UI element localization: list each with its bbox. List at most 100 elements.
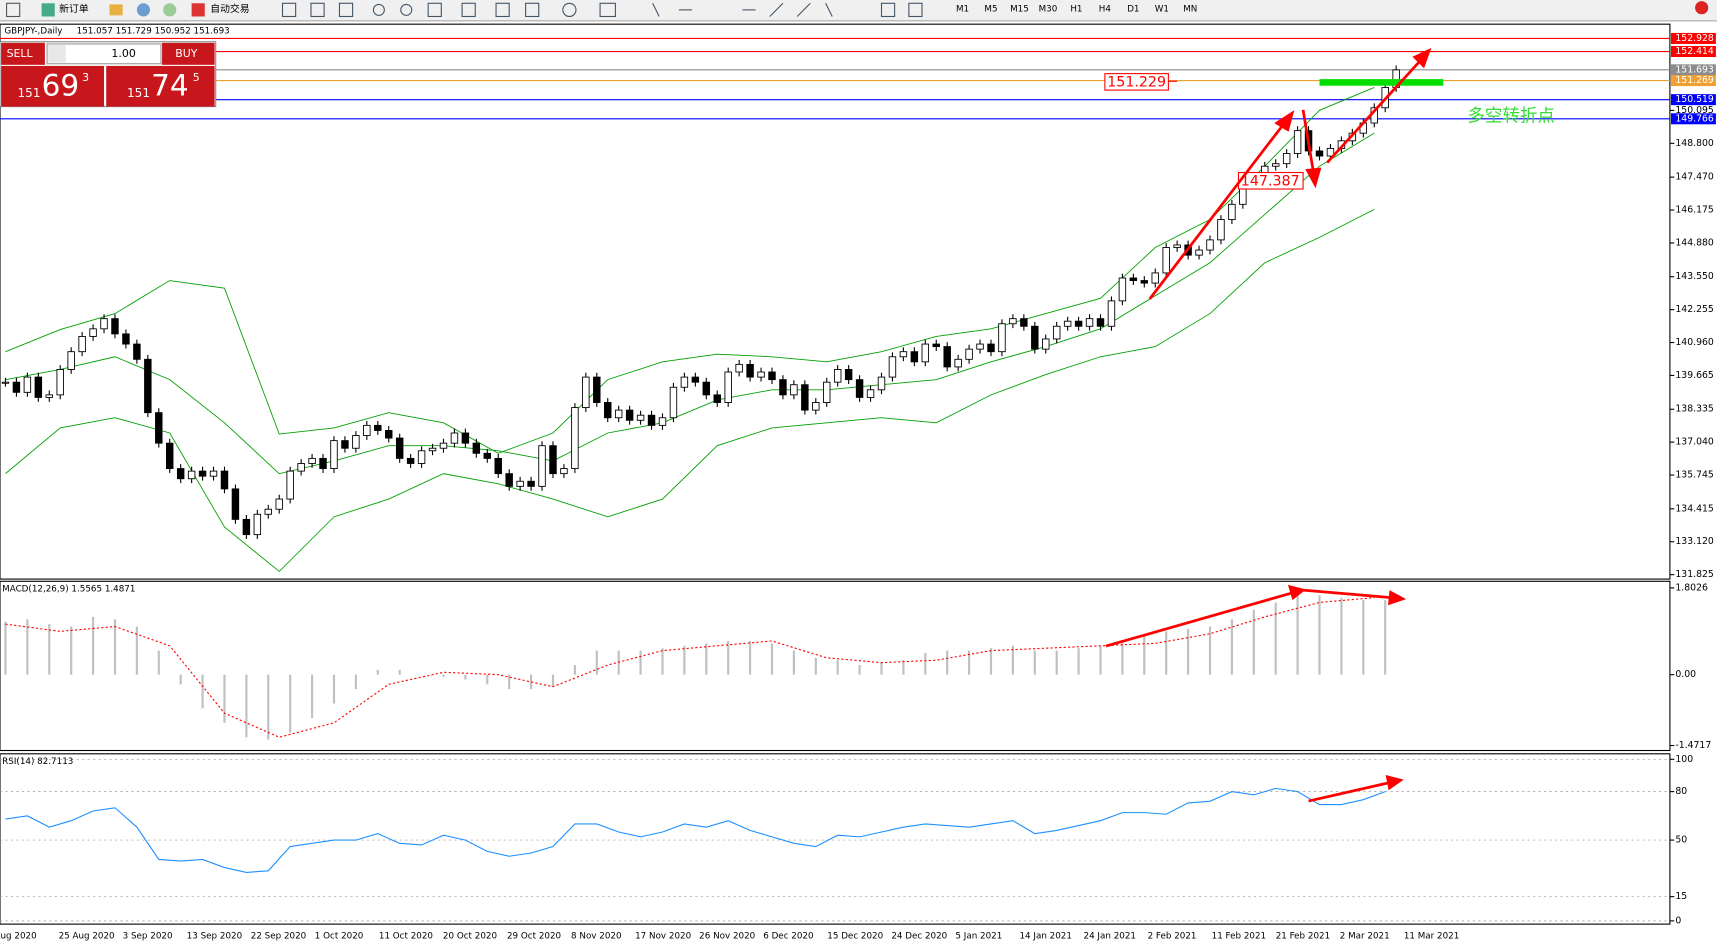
candle <box>67 351 75 370</box>
icon[interactable] <box>136 3 151 17</box>
auto-trading-button[interactable]: 自动交易 <box>210 2 249 15</box>
candle <box>417 450 426 464</box>
timeframe-button[interactable]: MN <box>1183 4 1197 14</box>
candle <box>954 358 962 368</box>
icon[interactable] <box>908 2 923 18</box>
y-tick-label: 150.095 <box>1675 105 1714 116</box>
candle <box>823 381 831 403</box>
timeframe-button[interactable]: W1 <box>1155 4 1169 14</box>
candle <box>1293 130 1302 154</box>
candle <box>89 328 97 337</box>
candle <box>669 386 678 419</box>
candle <box>1096 318 1105 327</box>
y-tick-label: 0 <box>1675 915 1681 926</box>
price-level-label: 152.414 <box>1675 46 1714 57</box>
candle <box>921 343 930 363</box>
icon[interactable] <box>281 2 297 18</box>
candle <box>1228 203 1236 221</box>
candle <box>713 394 721 403</box>
candle <box>604 402 612 419</box>
icon[interactable] <box>427 2 442 18</box>
icon[interactable] <box>652 3 660 17</box>
sell-label[interactable]: SELL <box>7 47 34 60</box>
candle <box>1151 272 1159 284</box>
y-tick-label: 50 <box>1675 835 1687 846</box>
candle <box>571 407 579 470</box>
buy-label[interactable]: BUY <box>175 47 197 60</box>
timeframe-button[interactable]: D1 <box>1127 4 1139 14</box>
lot-input[interactable] <box>46 43 162 65</box>
y-tick-label: 142.255 <box>1675 304 1714 315</box>
x-tick-label: 24 Jan 2021 <box>1084 932 1136 942</box>
alert-badge[interactable] <box>1695 1 1709 15</box>
icon[interactable] <box>880 2 896 18</box>
arrow-head <box>1385 775 1404 791</box>
icon[interactable] <box>562 2 577 18</box>
price-level-tag <box>1671 64 1716 76</box>
timeframe-button[interactable]: M15 <box>1010 4 1029 14</box>
x-tick-label: 8 Nov 2020 <box>571 932 621 942</box>
timeframe-button[interactable]: H1 <box>1070 4 1082 14</box>
toolbar-icons <box>281 2 923 18</box>
x-tick-label: 26 Nov 2020 <box>699 932 755 942</box>
chart-title: GBPJPY-,Daily <box>4 26 62 36</box>
candle <box>866 389 875 398</box>
arrow-head <box>1388 590 1407 606</box>
candle <box>844 369 853 381</box>
icon[interactable] <box>495 2 510 18</box>
icon[interactable] <box>400 3 413 16</box>
timeframe-button[interactable]: M5 <box>984 4 997 14</box>
icon[interactable] <box>461 2 476 18</box>
icon[interactable] <box>163 3 177 17</box>
x-tick-label: 24 Dec 2020 <box>891 932 947 942</box>
lot-value[interactable]: 1.00 <box>111 47 135 60</box>
candle <box>888 356 897 378</box>
panel-frame <box>0 753 1671 925</box>
icon[interactable] <box>769 2 784 17</box>
auto-trading-icon[interactable] <box>191 3 205 17</box>
icon[interactable] <box>372 3 385 16</box>
icon[interactable] <box>825 3 833 17</box>
icon[interactable] <box>525 2 540 18</box>
candle <box>231 488 240 520</box>
candle <box>812 402 820 411</box>
icon[interactable] <box>109 4 123 16</box>
buy-button[interactable] <box>162 42 215 65</box>
x-tick-label: 11 Mar 2021 <box>1404 932 1459 942</box>
icon[interactable] <box>310 2 325 18</box>
candle <box>494 457 502 475</box>
sell-price-big: 151 <box>18 86 41 100</box>
sell-price-box[interactable] <box>1 65 105 107</box>
icon[interactable] <box>796 2 811 17</box>
buy-price-main: 74 <box>151 68 189 102</box>
new-order-button[interactable]: 新订单 <box>59 2 89 15</box>
icon[interactable] <box>338 2 354 18</box>
buy-price-box[interactable] <box>106 65 215 107</box>
y-tick-label: 146.175 <box>1675 205 1714 216</box>
new-order-icon[interactable] <box>41 3 55 17</box>
arrow <box>1301 109 1316 177</box>
candle <box>746 363 754 378</box>
annotations: 151.229 147.387 多空转折点 <box>1104 47 1555 803</box>
sell-button[interactable] <box>1 42 45 65</box>
icon[interactable] <box>6 2 21 18</box>
y-tick-label: 148.800 <box>1675 138 1714 149</box>
icon[interactable] <box>599 2 616 18</box>
candle <box>691 376 700 383</box>
candle <box>625 409 634 421</box>
candle <box>23 376 32 393</box>
timeframe-button[interactable]: M30 <box>1039 4 1058 14</box>
panel-frame <box>0 580 1671 752</box>
candle <box>779 379 787 396</box>
candle <box>374 424 382 431</box>
candle <box>428 447 437 452</box>
candle <box>395 437 404 459</box>
timeframe-button[interactable]: H4 <box>1099 4 1112 14</box>
candle <box>198 470 207 477</box>
candle <box>768 371 776 381</box>
candle <box>406 457 415 464</box>
timeframe-button[interactable]: M1 <box>956 4 969 14</box>
lot-spin[interactable] <box>48 45 66 63</box>
candle <box>899 351 908 358</box>
